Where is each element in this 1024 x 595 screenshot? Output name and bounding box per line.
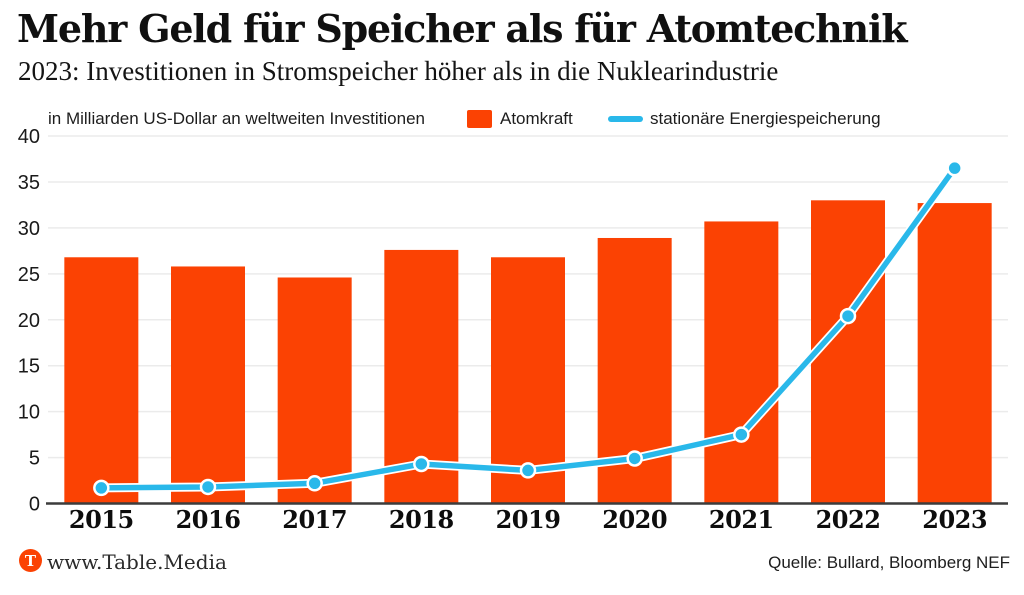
y-tick-label-20: 20 — [18, 310, 40, 332]
y-tick-label-40: 40 — [18, 126, 40, 148]
bar-2017 — [277, 277, 352, 504]
y-tick-label-35: 35 — [18, 172, 40, 194]
line-marker-2016 — [199, 478, 217, 496]
x-tick-label-2022: 2022 — [816, 505, 881, 534]
legend-label-speicher: stationäre Energiespeicherung — [650, 109, 881, 128]
table-media-logo-icon: T — [19, 549, 42, 572]
bar-2022 — [811, 200, 885, 504]
y-tick-label-5: 5 — [29, 448, 40, 470]
legend-line-swatch-icon — [608, 116, 643, 122]
axis-unit-note: in Milliarden US-Dollar an weltweiten In… — [48, 109, 426, 128]
bar-2016 — [171, 266, 245, 504]
logo-letter: T — [24, 551, 37, 570]
line-marker-2017 — [306, 475, 323, 492]
line-marker-2022 — [839, 307, 857, 325]
line-marker-2020 — [626, 450, 643, 467]
line-marker-2023 — [946, 159, 963, 177]
x-tick-label-2017: 2017 — [282, 505, 347, 534]
x-tick-label-2015: 2015 — [69, 505, 134, 534]
x-tick-label-2021: 2021 — [709, 505, 774, 534]
bar-2015 — [64, 257, 139, 504]
x-tick-label-2023: 2023 — [922, 505, 987, 534]
y-tick-label-10: 10 — [18, 402, 40, 424]
x-tick-label-2018: 2018 — [389, 505, 454, 534]
y-tick-label-15: 15 — [18, 356, 40, 378]
line-marker-2018 — [413, 455, 430, 473]
bar-2023 — [917, 203, 992, 504]
y-tick-label-25: 25 — [18, 264, 40, 286]
line-marker-2021 — [733, 426, 750, 443]
x-tick-label-2020: 2020 — [602, 505, 667, 534]
source-credit: Quelle: Bullard, Bloomberg NEF — [768, 553, 1010, 572]
x-tick-label-2019: 2019 — [496, 505, 561, 534]
legend-label-atomkraft: Atomkraft — [500, 109, 573, 128]
footer-website: www.Table.Media — [47, 550, 227, 574]
legend-bar-swatch-icon — [467, 110, 492, 128]
line-marker-2015 — [93, 479, 110, 497]
page-subtitle: 2023: Investitionen in Stromspeicher höh… — [18, 56, 779, 86]
line-marker-2019 — [519, 462, 537, 479]
bar-2021 — [704, 221, 779, 504]
y-tick-label-30: 30 — [18, 218, 40, 240]
page-title: Mehr Geld für Speicher als für Atomtechn… — [17, 6, 908, 51]
x-tick-label-2016: 2016 — [176, 505, 241, 534]
y-tick-label-0: 0 — [29, 494, 40, 516]
